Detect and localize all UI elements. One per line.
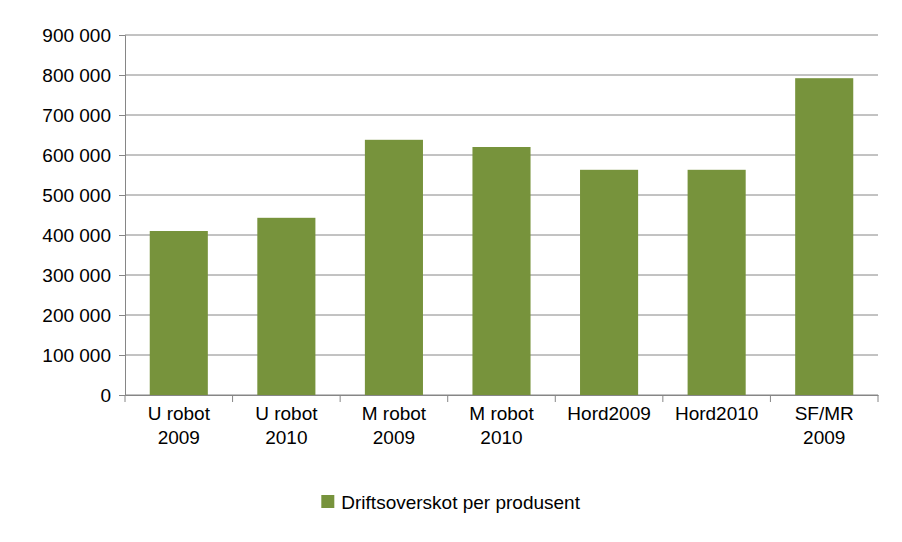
x-tick-label-line: SF/MR [795, 403, 854, 424]
x-tick-label-line: M robot [469, 403, 534, 424]
x-separator [447, 395, 448, 402]
y-tick-label: 200 000 [42, 305, 111, 326]
y-tick: 800 000 [42, 65, 125, 86]
x-tick-label: U robot 2009 [148, 403, 211, 448]
plot: 0 100 000 200 000 300 000 400 000 500 000 600 … [42, 25, 878, 449]
y-tick-mark [119, 35, 125, 36]
legend-label: Driftsoverskot per produsent [341, 492, 580, 513]
grid [125, 35, 878, 395]
x-tick-label: Hord2009 [567, 403, 650, 424]
x-tick: U robot 2009 [148, 395, 211, 448]
bar [688, 170, 746, 395]
y-tick-mark [119, 115, 125, 116]
bar [257, 218, 315, 395]
legend-item: Driftsoverskot per produsent [321, 492, 580, 513]
y-tick-label: 800 000 [42, 65, 111, 86]
y-tick-label: 0 [100, 385, 111, 406]
x-tick-label-line: 2009 [373, 427, 415, 448]
x-tick-label: M robot 2010 [469, 403, 534, 448]
x-tick: U robot 2010 [255, 395, 318, 448]
chart: 0 100 000 200 000 300 000 400 000 500 000 600 … [0, 0, 902, 542]
bar [472, 147, 530, 395]
bar [795, 78, 853, 395]
y-tick: 200 000 [42, 305, 125, 326]
x-separator [662, 395, 663, 402]
y-tick-mark [119, 275, 125, 276]
y-tick-label: 500 000 [42, 185, 111, 206]
y-tick: 0 [100, 385, 125, 406]
y-tick-mark [119, 155, 125, 156]
y-tick-mark [119, 75, 125, 76]
x-tick-label-line: Hord2009 [567, 403, 650, 424]
y-tick: 600 000 [42, 145, 125, 166]
x-tick-label: U robot 2010 [255, 403, 318, 448]
legend-swatch [321, 495, 334, 508]
y-tick-mark [119, 315, 125, 316]
x-tick: SF/MR 2009 [795, 395, 854, 448]
y-tick-label: 900 000 [42, 25, 111, 46]
x-tick: Hord2009 [567, 395, 650, 424]
x-separator [232, 395, 233, 402]
y-tick: 300 000 [42, 265, 125, 286]
x-axis-line [126, 395, 879, 396]
y-axis-line [119, 36, 126, 396]
y-axis: 0 100 000 200 000 300 000 400 000 500 000 600 … [42, 25, 125, 406]
x-tick-label: SF/MR 2009 [795, 403, 854, 448]
y-tick-label: 100 000 [42, 345, 111, 366]
x-separators [125, 395, 878, 402]
x-tick-label: M robot 2009 [362, 403, 427, 448]
y-tick-mark [119, 235, 125, 236]
x-tick: M robot 2010 [469, 395, 534, 448]
grid-line [125, 35, 878, 36]
grid-line [125, 115, 878, 116]
y-tick-label: 400 000 [42, 225, 111, 246]
x-tick-label: Hord2010 [675, 403, 758, 424]
x-tick-label-line: M robot [362, 403, 427, 424]
x-separator [125, 395, 126, 402]
x-separator [878, 395, 879, 402]
x-tick-label-line: U robot [148, 403, 211, 424]
y-tick-label: 700 000 [42, 105, 111, 126]
x-tick-label-line: Hord2010 [675, 403, 758, 424]
y-tick-label: 300 000 [42, 265, 111, 286]
x-separator [340, 395, 341, 402]
x-tick-label-line: 2009 [158, 427, 200, 448]
y-tick: 100 000 [42, 345, 125, 366]
bar [365, 140, 423, 395]
y-tick-mark [119, 195, 125, 196]
x-tick-label-line: 2010 [480, 427, 522, 448]
y-tick: 700 000 [42, 105, 125, 126]
y-tick-mark [119, 355, 125, 356]
x-tick-label-line: 2009 [803, 427, 845, 448]
x-tick: Hord2010 [675, 395, 758, 424]
x-separator [770, 395, 771, 402]
legend: Driftsoverskot per produsent [321, 492, 580, 513]
bar [150, 231, 208, 395]
bar [580, 170, 638, 395]
y-tick: 900 000 [42, 25, 125, 46]
bars [150, 78, 854, 395]
x-axis: U robot2009U robot2010M robot2009M robot… [126, 395, 879, 448]
x-tick: M robot 2009 [362, 395, 427, 448]
x-tick-label-line: U robot [255, 403, 318, 424]
y-tick: 400 000 [42, 225, 125, 246]
y-tick: 500 000 [42, 185, 125, 206]
y-tick-mark [119, 395, 125, 396]
x-tick-label-line: 2010 [265, 427, 307, 448]
grid-line [125, 75, 878, 76]
x-separator [555, 395, 556, 402]
y-tick-label: 600 000 [42, 145, 111, 166]
